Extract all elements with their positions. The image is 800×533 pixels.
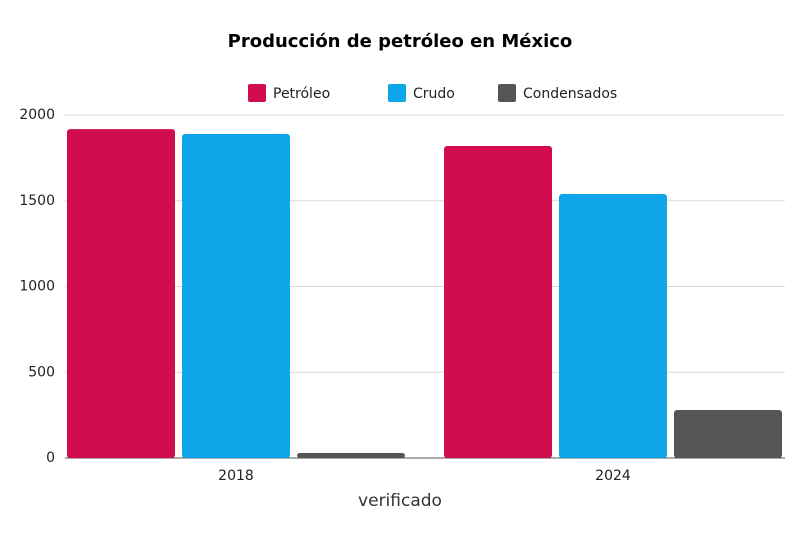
y-tick-label: 500: [28, 364, 55, 380]
logo: verificado: [358, 491, 442, 511]
legend-swatch: [388, 84, 406, 102]
bar: [182, 134, 290, 458]
y-tick-label: 2000: [19, 107, 55, 123]
legend-label: Petróleo: [273, 86, 330, 102]
legend-label: Crudo: [413, 86, 455, 102]
y-tick-label: 1500: [19, 193, 55, 209]
bar: [559, 194, 667, 458]
chart-title: Producción de petróleo en México: [228, 31, 573, 52]
bar: [444, 146, 552, 458]
y-tick-label: 1000: [19, 279, 55, 295]
bar: [67, 129, 175, 459]
x-tick-label: 2024: [595, 468, 631, 484]
legend-swatch: [498, 84, 516, 102]
bar: [297, 453, 405, 458]
legend-swatch: [248, 84, 266, 102]
x-tick-label: 2018: [218, 468, 254, 484]
y-tick-label: 0: [46, 450, 55, 466]
legend-label: Condensados: [523, 86, 617, 102]
bar: [674, 409, 782, 458]
